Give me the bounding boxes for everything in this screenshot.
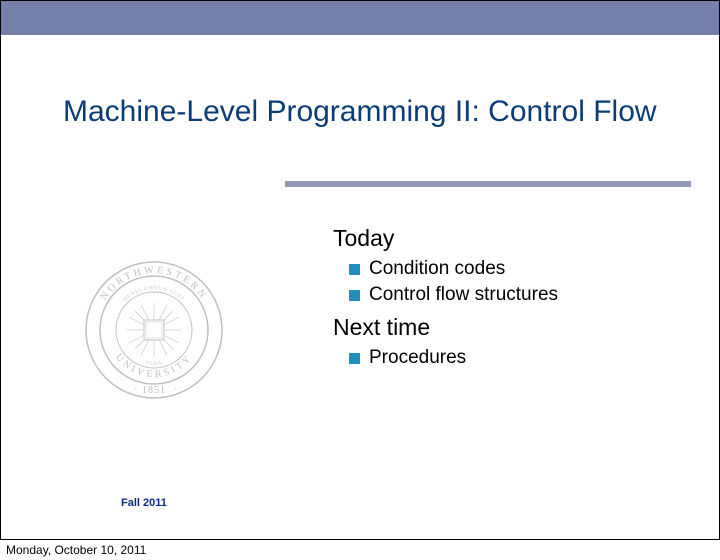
horizontal-divider [285,181,691,187]
seal-year: 1851 [142,385,166,396]
svg-text:·: · [134,384,138,394]
top-band [1,1,719,35]
list-item: Condition codes [349,258,558,280]
svg-text:QUAECUMQUE SUNT: QUAECUMQUE SUNT [123,286,186,303]
slide-frame: Machine-Level Programming II: Control Fl… [0,0,720,540]
item-text: Control flow structures [369,284,558,306]
list-item: Procedures [349,347,558,369]
item-text: Procedures [369,347,466,369]
svg-text:NORTHWESTERN: NORTHWESTERN [99,265,210,303]
section-heading: Next time [333,314,558,341]
slide-title: Machine-Level Programming II: Control Fl… [63,95,689,129]
bullet-square-icon [349,264,360,275]
date-line: Monday, October 10, 2011 [0,540,720,560]
footer-term: Fall 2011 [121,497,167,509]
item-text: Condition codes [369,258,505,280]
content-block: Today Condition codes Control flow struc… [333,225,558,373]
svg-text:VERA: VERA [145,361,163,367]
seal-text-top: NORTHWESTERN [99,265,210,303]
bullet-square-icon [349,290,360,301]
section-heading: Today [333,225,558,252]
svg-text:·: · [174,384,177,394]
list-item: Control flow structures [349,284,558,306]
bullet-square-icon [349,353,360,364]
university-seal: NORTHWESTERN UNIVERSITY QUAECUMQUE SUNT … [79,255,229,405]
